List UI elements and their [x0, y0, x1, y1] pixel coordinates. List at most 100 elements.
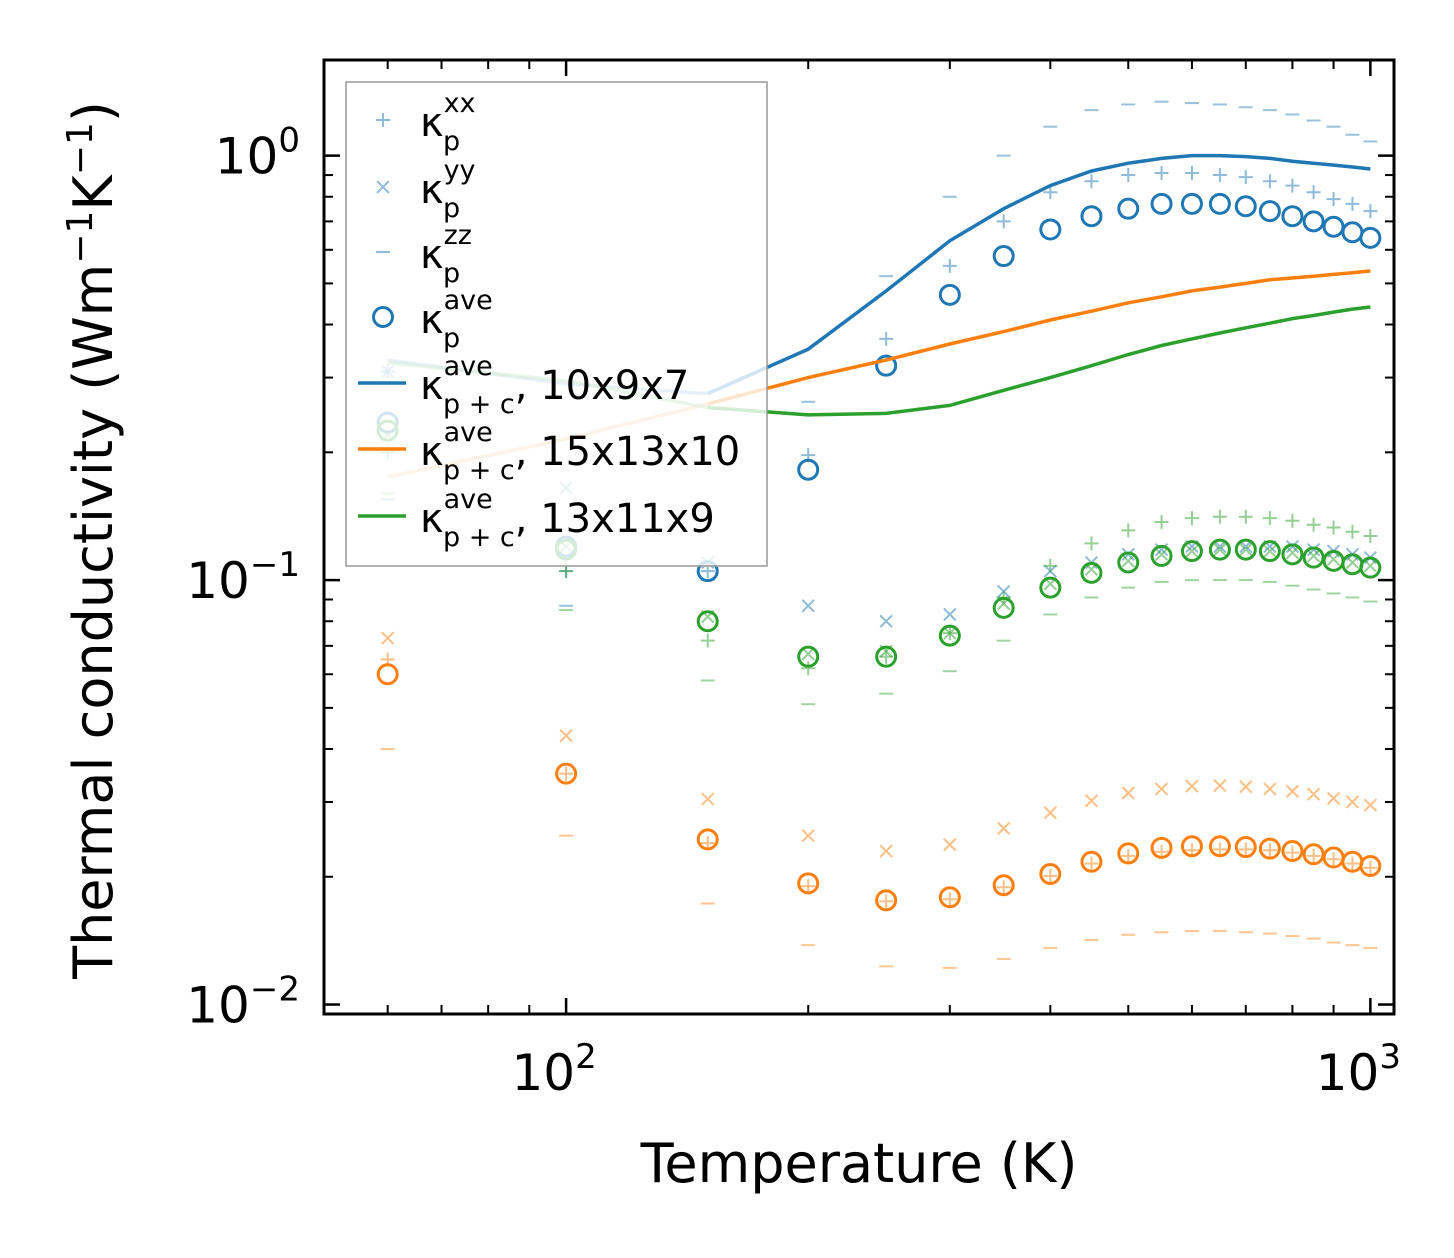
yy-point — [801, 647, 815, 661]
xx-point — [1043, 558, 1058, 573]
x-tick-label: 102 — [511, 1037, 596, 1102]
xx-point — [879, 331, 894, 346]
ave-point — [1180, 540, 1203, 563]
yy-point — [1213, 778, 1227, 793]
legend-entry: κzz p — [376, 220, 472, 289]
xx-point — [559, 766, 574, 781]
x-axis-label: Temperature (K) — [640, 1132, 1078, 1195]
plot-frame — [322, 58, 1396, 1016]
total-line — [706, 153, 1371, 396]
yy-point — [1239, 542, 1253, 557]
legend-label: κave p — [420, 285, 493, 354]
ave-point — [1258, 200, 1281, 223]
xx-point — [1262, 174, 1277, 189]
xx-point — [1326, 520, 1341, 535]
yy-point — [1363, 559, 1378, 573]
legend-box — [345, 81, 768, 567]
xx-point — [1084, 856, 1099, 871]
ave-point — [1080, 850, 1103, 873]
xx-point — [942, 892, 957, 907]
legend-label: κzz p — [420, 220, 472, 289]
ave-point — [797, 458, 820, 481]
ave-point — [1208, 835, 1231, 858]
xx-point — [1262, 511, 1277, 526]
yy-point — [1084, 794, 1099, 808]
xx-point — [942, 258, 957, 273]
ave-point — [1302, 210, 1325, 233]
xx-point — [1285, 845, 1300, 860]
yy-point — [1363, 798, 1378, 812]
xx-point — [1043, 185, 1058, 200]
x-tick-label: 103 — [1316, 1037, 1401, 1102]
y-tick-label: 10−2 — [186, 970, 300, 1035]
ave-point — [1039, 218, 1062, 241]
ave-point — [1281, 205, 1304, 228]
xx-point — [1084, 174, 1099, 189]
xx-point — [1238, 842, 1253, 857]
xx-point — [1306, 848, 1321, 863]
yy-point — [1326, 552, 1341, 566]
ave-point — [938, 624, 961, 647]
yy-point — [701, 792, 715, 806]
yy-point — [559, 729, 573, 743]
yy-point — [801, 599, 815, 613]
ave-point — [938, 886, 961, 909]
xx-point — [1262, 843, 1277, 858]
xx-point — [1363, 860, 1378, 875]
axis-ticks — [323, 60, 1394, 1014]
total-line — [707, 305, 1371, 417]
axis-tick-labels: 102 103 10−2 10−1 100 — [186, 121, 1401, 1102]
legend-marker — [376, 180, 390, 194]
yy-point — [1121, 786, 1135, 800]
legend-entry: κxx p — [376, 88, 476, 157]
ave-point — [1234, 836, 1257, 859]
legend-label: κave p + c, 15x13x10 — [420, 417, 740, 486]
xx-point — [1285, 513, 1300, 528]
yy-point — [1121, 554, 1135, 568]
ave-point — [797, 872, 820, 895]
yy-point — [1263, 544, 1277, 558]
legend-label: κave p + c, 10x9x7 — [420, 351, 689, 420]
xx-point — [1345, 524, 1360, 539]
ave-point — [1150, 836, 1173, 859]
xx-point — [1154, 515, 1169, 530]
ave-point — [555, 762, 578, 785]
xx-point — [1363, 529, 1378, 544]
ave-point — [1258, 540, 1281, 563]
xx-point — [1212, 509, 1227, 524]
yy-point — [1326, 791, 1341, 806]
xx-point — [1184, 511, 1199, 526]
xx-point — [1212, 168, 1227, 183]
xx-point — [1345, 856, 1360, 871]
yy-point — [943, 607, 957, 622]
yy-point — [1239, 780, 1253, 794]
ave-point — [1258, 837, 1281, 860]
yy-point — [381, 631, 395, 645]
legend-marker — [376, 113, 390, 127]
legend-entry: κave p + c, 13x11x9 — [358, 484, 715, 553]
legend-label: κave p + c, 13x11x9 — [420, 484, 715, 553]
ave-point — [1322, 549, 1345, 572]
legend-entry: κave p + c, 15x13x10 — [358, 417, 740, 486]
yy-point — [1285, 546, 1300, 560]
ave-point — [875, 354, 898, 377]
yy-point — [943, 626, 957, 640]
y-tick-label: 10−1 — [186, 545, 300, 610]
ave-point — [1150, 544, 1173, 567]
yy-point — [1345, 795, 1360, 809]
ave-point — [1208, 538, 1231, 561]
total-line — [707, 269, 1371, 406]
legend-entry: κave p + c, 10x9x7 — [358, 351, 689, 420]
legend-label: κxx p — [420, 88, 476, 157]
yy-point — [1306, 549, 1321, 563]
xx-point — [1306, 517, 1321, 532]
legend-marker — [372, 306, 394, 328]
ave-point — [1359, 226, 1382, 249]
ave-point — [1234, 195, 1257, 218]
ave-point — [1117, 551, 1140, 574]
ave-point — [1150, 192, 1173, 215]
xx-point — [1043, 868, 1058, 883]
yy-point — [1306, 787, 1321, 801]
